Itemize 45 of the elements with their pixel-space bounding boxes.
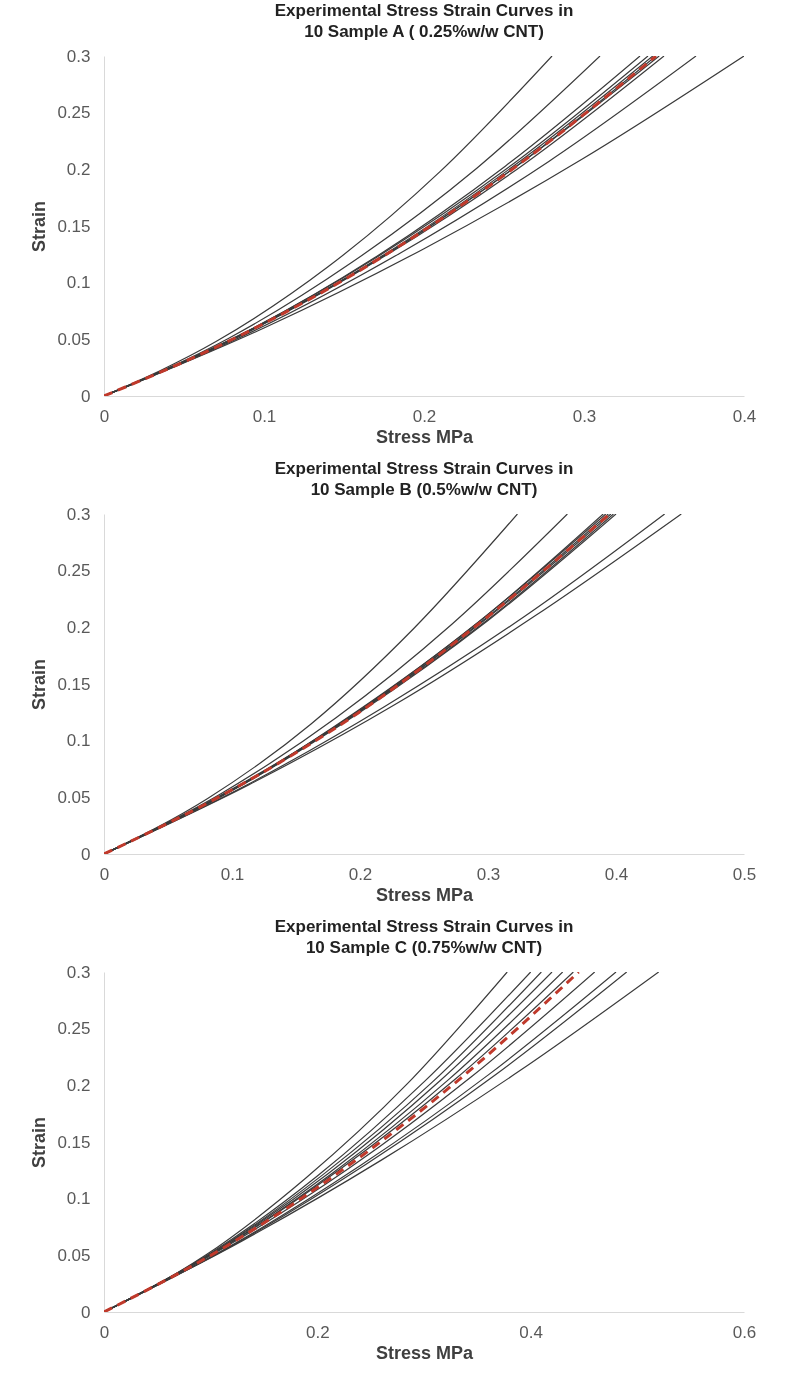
y-tick-label: 0.25 [57,561,91,581]
y-tick-label: 0.1 [66,731,91,751]
y-tick-label: 0.3 [66,962,91,982]
y-tick-label: 0.2 [66,1075,91,1095]
y-tick-label: 0.15 [57,1132,91,1152]
x-tick-label: 0.1 [220,864,245,884]
x-axis-title: Stress MPa [375,426,475,447]
y-tick-label: 0.3 [66,504,91,524]
y-tick-label: 0.2 [66,159,91,179]
y-tick-label: 0 [81,386,91,406]
y-axis-title: Strain [29,200,50,253]
y-tick-label: 0.3 [66,46,91,66]
y-tick-label: 0 [81,844,91,864]
chart-title: Experimental Stress Strain Curves in 10 Sample B (0.5%w/w CNT) [274,459,574,499]
y-tick-label: 0.15 [57,216,91,236]
x-tick-label: 0.1 [252,406,277,426]
y-tick-label: 0 [81,1302,91,1322]
x-tick-label: 0 [99,406,110,426]
x-tick-label: 0 [99,1322,110,1342]
x-tick-label: 0.5 [732,864,757,884]
y-tick-label: 0.05 [57,787,91,807]
x-tick-label: 0 [99,864,110,884]
x-tick-label: 0.3 [476,864,501,884]
y-tick-label: 0.2 [66,617,91,637]
chart-title: Experimental Stress Strain Curves in 10 Sample A ( 0.25%w/w CNT) [274,1,574,41]
x-tick-label: 0.2 [348,864,373,884]
x-tick-label: 0.4 [732,406,757,426]
y-tick-label: 0.1 [66,1189,91,1209]
y-tick-label: 0.25 [57,103,91,123]
x-tick-label: 0.4 [519,1322,543,1342]
x-axis-title: Stress MPa [375,1342,475,1363]
y-tick-label: 0.25 [57,1019,91,1039]
x-tick-label: 0.2 [412,406,437,426]
x-axis-title: Stress MPa [375,884,475,905]
y-tick-label: 0.1 [66,273,91,293]
x-tick-label: 0.2 [306,1322,330,1342]
y-tick-label: 0.05 [57,329,91,349]
x-tick-label: 0.4 [604,864,629,884]
y-tick-label: 0.05 [57,1245,91,1265]
x-tick-label: 0.3 [572,406,597,426]
y-axis-title: Strain [29,658,50,711]
x-tick-label: 0.6 [732,1322,757,1342]
y-tick-label: 0.15 [57,674,91,694]
y-axis-title: Strain [29,1116,50,1169]
chart-title: Experimental Stress Strain Curves in 10 Sample C (0.75%w/w CNT) [274,917,574,957]
